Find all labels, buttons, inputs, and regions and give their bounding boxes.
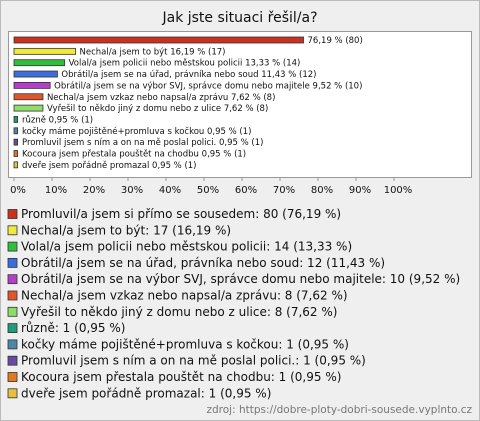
bar-label: Kocoura jsem přestala pouštět na chodbu … (22, 148, 246, 159)
bar (13, 161, 19, 169)
bar-category: kočky máme pojištěné+promluva s kočkou (22, 125, 204, 136)
value-label: 0,95 % (1) (49, 115, 93, 125)
bar-category: Nechal/a jsem to být (80, 47, 169, 57)
value-label: 16,19 % (17) (170, 47, 225, 57)
legend-label: Kocoura jsem přestala pouštět na chodbu:… (21, 370, 341, 384)
bar-category: Volal/a jsem policii nebo městskou polic… (69, 58, 243, 68)
value-label: 0,95 % (1) (207, 126, 251, 136)
bar-category: dveře jsem pořádně promazal (22, 160, 149, 170)
legend-label: Nechal/a jsem to být: 17 (16,19 %) (21, 223, 231, 237)
x-tick-label: 80% (311, 185, 333, 196)
value-label: 0,95 % (1) (202, 149, 246, 159)
bar (13, 150, 19, 157)
bar-label: Nechal/a jsem vzkaz nebo napsal/a zprávu… (47, 92, 275, 102)
legend-label: Nechal/a jsem vzkaz nebo napsal/a zprávu… (21, 289, 348, 303)
x-tick-label: 20% (83, 185, 105, 196)
x-tick-label: 70% (273, 185, 295, 196)
bar (13, 138, 19, 146)
bar-category: Obrátil/a jsem se na výbor SVJ, správce … (54, 81, 310, 91)
x-tick-label: 60% (235, 185, 257, 196)
bar-label: Obrátil/a jsem se na výbor SVJ, správce … (54, 81, 362, 91)
source: zdroj: https://dobre-ploty-dobri-sousede… (206, 404, 472, 416)
bar (13, 116, 19, 123)
legend-swatch (7, 372, 18, 382)
legend-swatch (7, 225, 18, 236)
bar-label: Nechal/a jsem to být 16,19 % (17) (80, 47, 226, 57)
legend-swatch (7, 339, 18, 350)
value-label: 11,43 % (12) (261, 70, 316, 80)
bar (13, 36, 304, 44)
bar-label: Promluvil jsem s ním a on na mě poslal p… (22, 138, 263, 148)
legend-label: kočky máme pojištěné+promluva s kočkou: … (21, 337, 349, 351)
bar-category: různě (22, 114, 46, 125)
legend-swatch (7, 323, 18, 334)
bar-label: kočky máme pojištěné+promluva s kočkou 0… (22, 125, 251, 136)
legend-label: Vyřešil to někdo jiný z domu nebo z ulic… (21, 305, 337, 319)
bar-label: Obrátil/a jsem se na úřad, právníka nebo… (61, 70, 316, 80)
bar-label: Vyřešil to někdo jiný z domu nebo z ulic… (47, 103, 268, 114)
value-label: 13,33 % (14) (245, 58, 300, 68)
legend-label: Obrátil/a jsem se na výbor SVJ, správce … (21, 272, 460, 286)
bar-label: Volal/a jsem policii nebo městskou polic… (69, 58, 301, 68)
x-tick-label: 50% (197, 185, 219, 196)
legend-swatch (7, 388, 18, 399)
bar (13, 127, 19, 135)
legend-label: Promluvil/a jsem si přímo se sousedem: 8… (21, 207, 341, 221)
chart-title: Jak jste situaci řešil/a? (161, 10, 317, 26)
legend-swatch (7, 355, 18, 366)
legend-label: dveře jsem pořádně promazal: 1 (0,95 %) (21, 386, 271, 400)
legend-swatch (7, 209, 18, 219)
value-label: 7,62 % (8) (224, 104, 268, 114)
bar-label: dveře jsem pořádně promazal 0,95 % (1) (22, 160, 197, 170)
value-label: 7,62 % (8) (231, 92, 275, 102)
bar (13, 59, 66, 67)
legend-label: Obrátil/a jsem se na úřad, právníka nebo… (21, 256, 385, 270)
legend-label: Promluvil jsem s ním a on na mě poslal p… (21, 354, 366, 368)
x-tick-label: 10% (45, 185, 67, 196)
legend-swatch (7, 306, 18, 317)
value-label: 0,95 % (1) (219, 138, 263, 148)
x-tick-label: 30% (121, 185, 143, 196)
legend-swatch (7, 241, 18, 252)
bar-category: Nechal/a jsem vzkaz nebo napsal/a zprávu (47, 92, 228, 102)
bar (13, 70, 58, 78)
legend-swatch (7, 257, 18, 268)
value-label: 9,52 % (10) (313, 81, 363, 91)
legend-swatch (7, 274, 18, 285)
bar-label: různě 0,95 % (1) (22, 114, 93, 125)
bar-category: Vyřešil to někdo jiný z domu nebo z ulic… (47, 103, 221, 114)
value-label: 0,95 % (1) (152, 160, 196, 170)
x-tick-label: 100% (384, 185, 413, 196)
bar-label: 76,19 % (80) (308, 36, 363, 46)
bar-category: Promluvil jsem s ním a on na mě poslal p… (22, 138, 216, 148)
legend-label: různě: 1 (0,95 %) (21, 321, 125, 335)
bar-category: Kocoura jsem přestala pouštět na chodbu (22, 148, 199, 159)
x-tick-label: 40% (159, 185, 181, 196)
bar (13, 93, 44, 101)
plot-frame (8, 31, 472, 178)
bar (13, 82, 51, 89)
legend-swatch (7, 290, 18, 301)
bar-category: Obrátil/a jsem se na úřad, právníka nebo… (61, 70, 258, 80)
legend-label: Volal/a jsem policii nebo městskou polic… (21, 240, 352, 254)
value-label: 76,19 % (80) (308, 36, 363, 46)
x-tick-label: 90% (349, 185, 371, 196)
bar (13, 104, 44, 112)
bar (13, 47, 76, 55)
x-tick-label: 0% (10, 185, 26, 196)
